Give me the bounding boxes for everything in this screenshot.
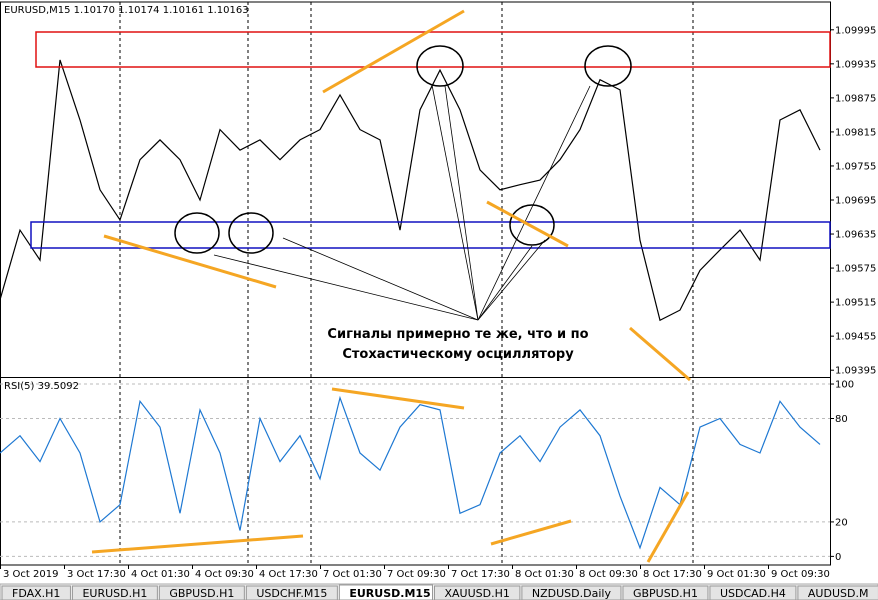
tab[interactable]: GBPUSD.H1: [169, 587, 234, 600]
x-tick-label: 8 Oct 01:30: [515, 569, 574, 580]
tab-background[interactable]: [1, 585, 71, 600]
y-tick-label: 0: [835, 552, 841, 563]
x-tick-label: 7 Oct 09:30: [387, 569, 446, 580]
chart-title: EURUSD,M15 1.10170 1.10174 1.10161 1.101…: [4, 5, 249, 16]
tab-background[interactable]: [709, 585, 797, 600]
y-tick-label: 1.09815: [835, 127, 876, 138]
tab[interactable]: XAUUSD.H1: [445, 587, 510, 600]
x-tick-label: 4 Oct 17:30: [259, 569, 318, 580]
annotation: Стохастическому осциллятору: [342, 347, 574, 362]
tab[interactable]: FDAX.H1: [12, 587, 60, 600]
tab[interactable]: USDCAD.H4: [720, 587, 786, 600]
price-line: [0, 395, 821, 550]
tab[interactable]: EURUSD.H1: [82, 587, 147, 600]
y-tick-label: 1.09755: [835, 161, 876, 172]
tab-background[interactable]: [158, 585, 245, 600]
x-tick-label: 7 Oct 01:30: [323, 569, 382, 580]
y-tick-label: 20: [835, 517, 848, 528]
x-tick-label: 8 Oct 09:30: [579, 569, 638, 580]
tab-background[interactable]: [245, 585, 338, 600]
y-tick-label: 1.09875: [835, 93, 876, 104]
y-tick-label: 1.09455: [835, 332, 876, 343]
y-tick-label: 1.09995: [835, 25, 876, 36]
annotation: Сигналы примерно те же, что и по: [327, 327, 588, 342]
tab-background[interactable]: [622, 585, 709, 600]
y-tick-label: 1.09635: [835, 230, 876, 241]
day-separators: [119, 2, 694, 565]
x-tick-label: 3 Oct 2019: [3, 569, 58, 580]
x-tick-label: 9 Oct 01:30: [707, 569, 766, 580]
tab[interactable]: AUDUSD.M: [808, 587, 869, 600]
tab-background[interactable]: [434, 585, 521, 600]
x-tick-label: 4 Oct 09:30: [195, 569, 254, 580]
tab[interactable]: EURUSD.M15: [349, 587, 430, 600]
tab[interactable]: USDCHF.M15: [256, 587, 327, 600]
indicator-title: RSI(5) 39.5092: [4, 381, 79, 392]
tab-background[interactable]: [338, 584, 433, 600]
x-tick-label: 3 Oct 17:30: [67, 569, 126, 580]
plot-frame: [0, 1, 831, 566]
x-tick-label: 7 Oct 17:30: [451, 569, 510, 580]
y-tick-label: 1.09395: [835, 366, 876, 377]
y-tick-label: 80: [835, 414, 848, 425]
y-tick-label: 1.09935: [835, 59, 876, 70]
x-tick-label: 8 Oct 17:30: [643, 569, 702, 580]
y-tick-label: 100: [835, 380, 854, 391]
tab-background[interactable]: [797, 585, 878, 600]
tab[interactable]: NZDUSD.Daily: [532, 587, 612, 600]
y-tick-label: 1.09515: [835, 298, 876, 309]
tab-background[interactable]: [521, 585, 622, 600]
y-tick-label: 1.09695: [835, 195, 876, 206]
y-tick-label: 1.09575: [835, 264, 876, 275]
drawings: [30, 9, 831, 563]
tab-background[interactable]: [71, 585, 158, 600]
x-tick-label: 9 Oct 09:30: [771, 569, 830, 580]
tab[interactable]: GBPUSD.H1: [633, 587, 698, 600]
price-line: [0, 59, 821, 322]
x-tick-label: 4 Oct 01:30: [131, 569, 190, 580]
